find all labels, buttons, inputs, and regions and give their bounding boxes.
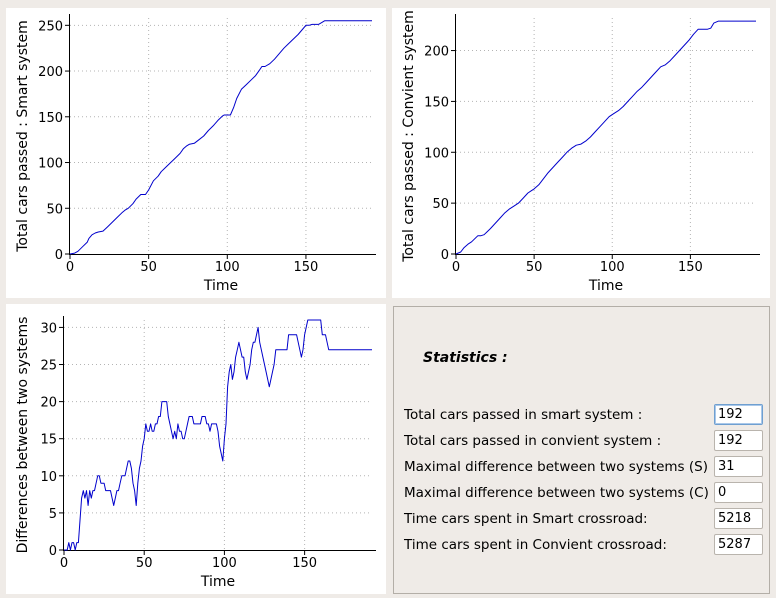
smart-system-chart-panel: 0 50 100 150 0 50 100 150 200 250 Time Total cars p…: [6, 8, 386, 298]
stat-label-max-diff-c: Maximal difference between two systems (…: [404, 485, 709, 501]
y-tick-label: 50: [432, 197, 449, 212]
x-tick-label: 150: [292, 556, 317, 571]
stat-label-convient-time: Time cars spent in Convient crossroad:: [404, 537, 667, 553]
statistics-panel: Statistics : Total cars passed in smart …: [393, 306, 770, 594]
stat-label-smart-time: Time cars spent in Smart crossroad:: [404, 511, 648, 527]
statistics-title: Statistics :: [423, 350, 508, 366]
difference-chart-panel: 0 50 100 150 0 5 10 15 20 25 30 Time Differences bet…: [6, 304, 386, 594]
y-tick-label: 15: [40, 433, 57, 448]
x-tick-label: 50: [136, 556, 153, 571]
stat-label-convient-total: Total cars passed in convient system :: [404, 433, 662, 449]
stat-row-convient-total: Total cars passed in convient system :: [404, 430, 764, 452]
x-tick-label: 0: [452, 260, 460, 275]
x-tick-label: 50: [140, 260, 157, 275]
series-line: [455, 20, 756, 255]
stat-row-smart-total: Total cars passed in smart system :: [404, 404, 764, 426]
stat-row-max-diff-s: Maximal difference between two systems (…: [404, 456, 764, 478]
y-tick-label: 50: [46, 202, 63, 217]
x-tick-label: 150: [294, 260, 319, 275]
y-tick-label: 0: [441, 248, 449, 263]
y-tick-label: 200: [424, 45, 449, 60]
stat-row-max-diff-c: Maximal difference between two systems (…: [404, 482, 764, 504]
stat-row-convient-time: Time cars spent in Convient crossroad:: [404, 534, 764, 556]
x-tick-label: 0: [66, 260, 74, 275]
y-tick-label: 5: [49, 507, 57, 522]
stat-field-convient-time[interactable]: [714, 534, 763, 555]
x-tick-label: 100: [600, 260, 625, 275]
x-tick-label: 100: [215, 260, 240, 275]
y-tick-label: 150: [424, 95, 449, 110]
x-axis-label: Time: [200, 574, 235, 590]
convient-system-chart-panel: 0 50 100 150 0 50 100 150 200 Time Total cars pass…: [392, 8, 770, 298]
y-tick-label: 0: [49, 544, 57, 559]
stat-field-smart-time[interactable]: [714, 508, 763, 529]
x-axis-label: Time: [588, 278, 623, 294]
y-tick-label: 10: [40, 470, 57, 485]
y-axis-label: Total cars passed : Smart system: [15, 20, 31, 253]
y-axis-label: Differences between two systems: [15, 317, 31, 554]
y-tick-label: 20: [40, 396, 57, 411]
y-tick-label: 0: [55, 248, 63, 263]
stat-row-smart-time: Time cars spent in Smart crossroad:: [404, 508, 764, 530]
x-tick-label: 100: [212, 556, 237, 571]
smart-system-chart: 0 50 100 150 0 50 100 150 200 250 Time Total cars p…: [15, 14, 376, 294]
convient-system-chart: 0 50 100 150 0 50 100 150 200 Time Total cars pass…: [401, 10, 760, 294]
x-axis-label: Time: [203, 278, 238, 294]
x-tick-label: 150: [678, 260, 703, 275]
x-tick-label: 0: [60, 556, 68, 571]
y-tick-label: 250: [38, 19, 63, 34]
difference-chart: 0 50 100 150 0 5 10 15 20 25 30 Time Differences bet…: [15, 316, 376, 590]
series-line: [69, 20, 372, 255]
y-tick-label: 150: [38, 111, 63, 126]
stat-field-max-diff-c[interactable]: [714, 482, 763, 503]
x-tick-label: 50: [526, 260, 543, 275]
y-axis-label: Total cars passed : Convient system: [401, 10, 417, 263]
y-tick-label: 25: [40, 359, 57, 374]
series-line: [64, 319, 372, 551]
y-tick-label: 30: [40, 321, 57, 336]
stat-label-smart-total: Total cars passed in smart system :: [404, 407, 643, 423]
stat-label-max-diff-s: Maximal difference between two systems (…: [404, 459, 708, 475]
y-tick-label: 200: [38, 65, 63, 80]
y-tick-label: 100: [38, 157, 63, 172]
stat-field-convient-total[interactable]: [714, 430, 763, 451]
stat-field-smart-total[interactable]: [714, 404, 763, 425]
y-tick-label: 100: [424, 146, 449, 161]
stat-field-max-diff-s[interactable]: [714, 456, 763, 477]
